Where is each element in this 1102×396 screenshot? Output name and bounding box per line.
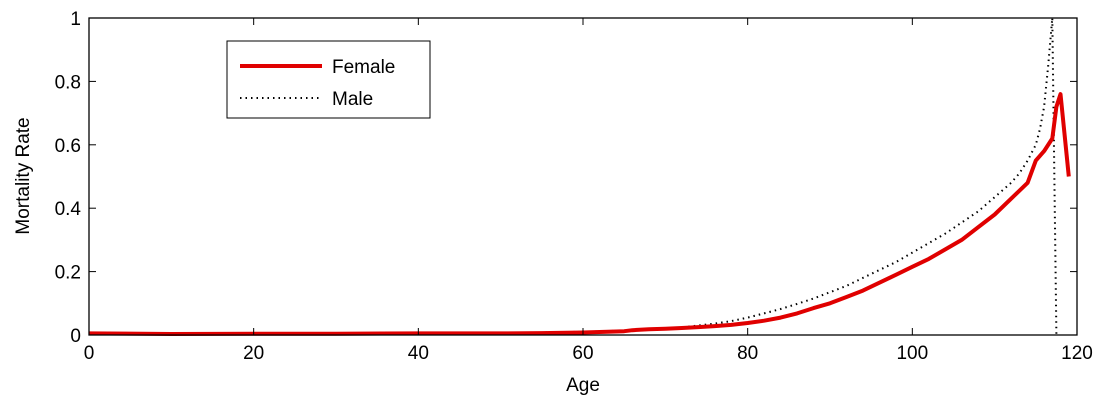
legend-box: [226, 40, 431, 119]
x-tick-label: 40: [408, 343, 429, 364]
axes-layer: 0 20 40 60 80 100 120 0 0.2 0.4 0.6 0.8 1: [55, 9, 1093, 364]
series-layer: [88, 17, 1071, 336]
legend-label-male: Male: [332, 89, 373, 110]
x-tick-label: 20: [243, 343, 264, 364]
series-line-female: [88, 92, 1071, 336]
y-tick-label: 0.4: [55, 199, 82, 220]
x-axis-title: Age: [566, 375, 600, 396]
legend: Female Male: [226, 40, 431, 119]
y-tick-label: 0: [70, 326, 81, 347]
x-tick-label: 80: [737, 343, 758, 364]
x-tick-label: 0: [84, 343, 95, 364]
y-tick-label: 1: [70, 9, 81, 30]
y-tick-label: 0.6: [55, 136, 81, 157]
x-tick-label: 100: [896, 343, 928, 364]
legend-label-female: Female: [332, 57, 395, 78]
x-tick-label: 120: [1061, 343, 1093, 364]
plot-frame: [88, 17, 1078, 336]
x-tick-label: 60: [572, 343, 593, 364]
y-tick-label: 0.8: [55, 72, 81, 93]
y-tick-label: 0.2: [55, 263, 81, 284]
y-axis-title: Mortality Rate: [13, 117, 34, 234]
